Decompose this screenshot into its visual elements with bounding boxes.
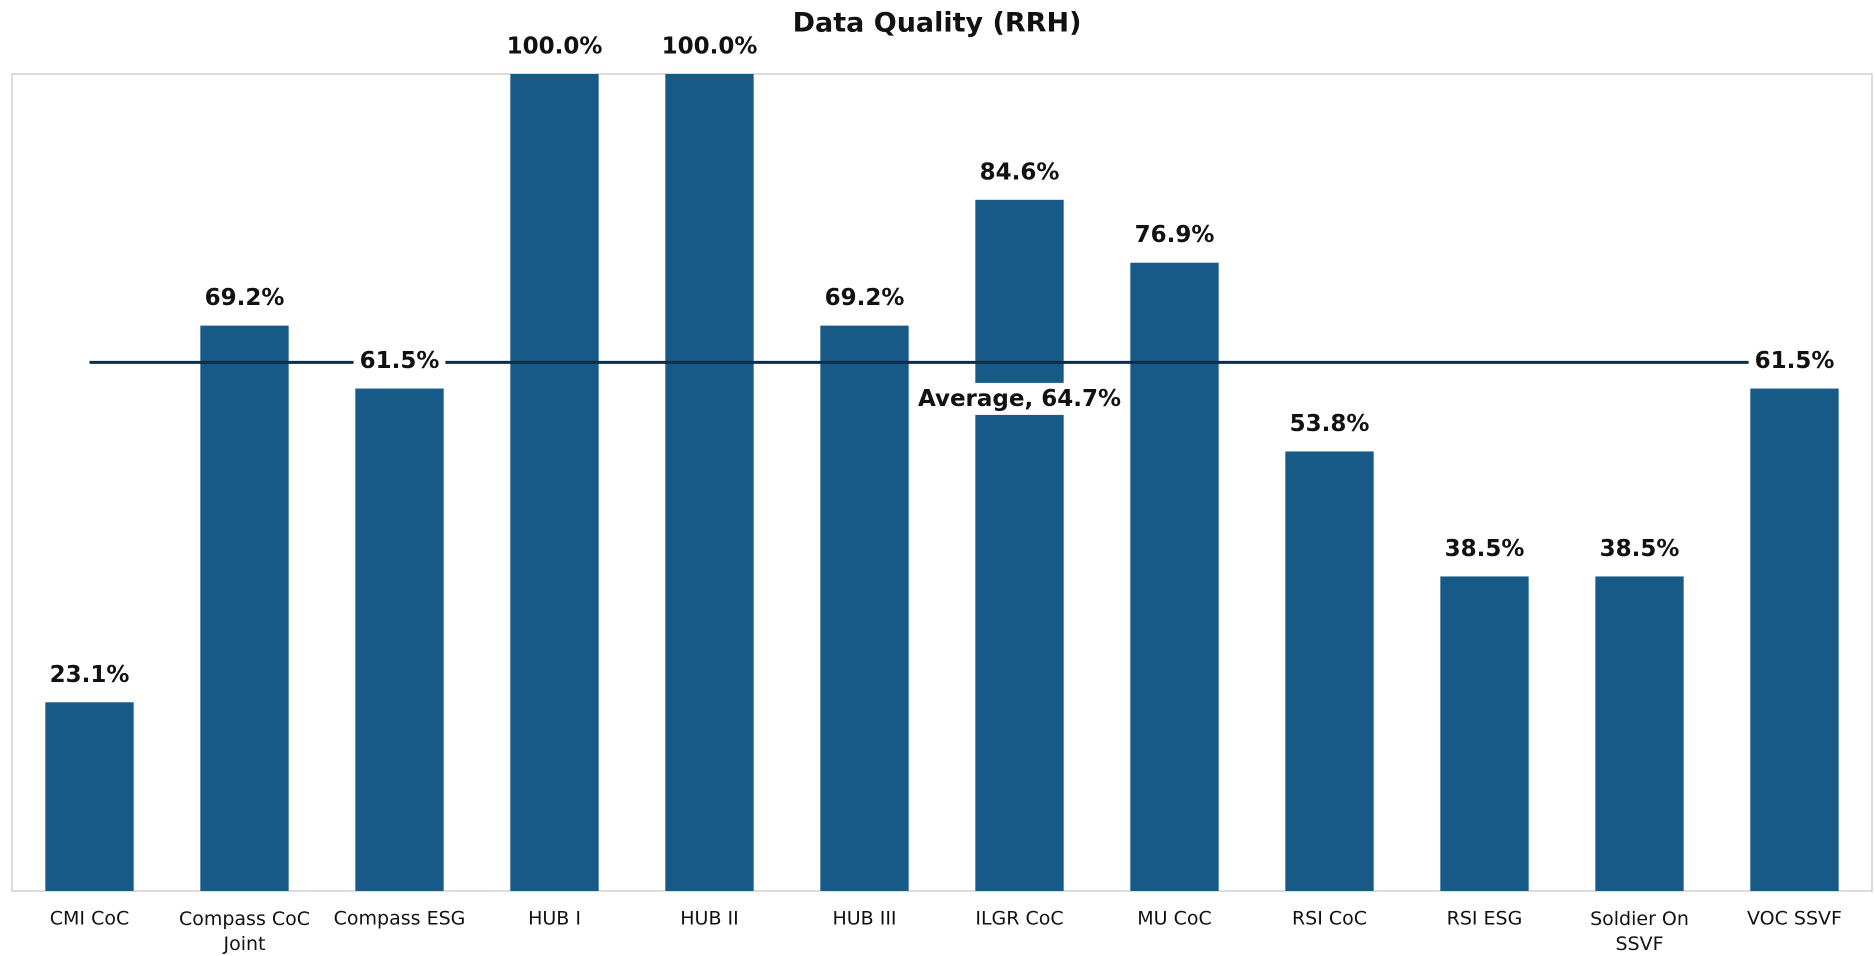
bar	[355, 388, 444, 891]
label-bg	[911, 382, 1128, 415]
label-bg	[655, 30, 764, 63]
x-tick-label: MU CoC	[1137, 908, 1212, 930]
label-bg	[1283, 407, 1376, 440]
x-tick-label: HUB II	[680, 908, 738, 930]
bar	[510, 74, 599, 891]
data-label: 100.0%	[507, 34, 603, 60]
bar	[200, 325, 289, 891]
x-tick-label: RSI CoC	[1292, 908, 1367, 930]
bar	[1440, 576, 1529, 891]
bar	[1595, 576, 1684, 891]
data-label: 23.1%	[50, 662, 130, 688]
x-tick-label: CMI CoC	[50, 908, 129, 930]
label-bg	[198, 282, 291, 315]
x-tick-label-line: SSVF	[1615, 933, 1663, 955]
bar	[1750, 388, 1839, 891]
data-label: 84.6%	[980, 159, 1060, 185]
data-label: 38.5%	[1600, 536, 1680, 562]
bar	[975, 199, 1064, 891]
x-tick-label: HUB III	[832, 908, 896, 930]
label-bg	[973, 156, 1066, 189]
x-tick-label: Compass CoC Joint	[179, 908, 310, 955]
bar	[665, 74, 754, 891]
data-label: 61.5%	[1755, 348, 1835, 374]
label-bg	[43, 658, 136, 691]
bar	[820, 325, 909, 891]
label-bg	[1438, 532, 1531, 565]
bar	[1130, 262, 1219, 891]
label-bg	[1748, 345, 1841, 378]
x-tick-label: ILGR CoC	[975, 908, 1063, 930]
label-bg	[1593, 532, 1686, 565]
bar	[45, 702, 134, 891]
label-bg	[353, 345, 446, 378]
data-label: 61.5%	[360, 348, 440, 374]
data-label: 69.2%	[825, 285, 905, 311]
x-tick-label-line: Soldier On	[1590, 908, 1689, 930]
label-bg	[1128, 219, 1221, 252]
plot-frame	[11, 73, 1873, 892]
x-tick-label-line: Joint	[223, 933, 266, 955]
label-bg	[500, 30, 609, 63]
data-label: 69.2%	[205, 285, 285, 311]
label-bg	[818, 282, 911, 315]
chart-title: Data Quality (RRH)	[793, 8, 1082, 39]
data-label: 76.9%	[1135, 222, 1215, 248]
data-label: 53.8%	[1290, 411, 1370, 437]
x-tick-label: RSI ESG	[1447, 908, 1523, 930]
x-tick-label-line: Compass CoC	[179, 908, 310, 930]
x-tick-label: Soldier On SSVF	[1590, 908, 1689, 955]
x-tick-label: HUB I	[528, 908, 581, 930]
data-label: 38.5%	[1445, 536, 1525, 562]
bar	[1285, 451, 1374, 891]
x-tick-label: Compass ESG	[334, 908, 466, 930]
data-label: 100.0%	[662, 34, 758, 60]
x-tick-label: VOC SSVF	[1747, 908, 1842, 930]
average-label: Average, 64.7%	[918, 386, 1121, 412]
